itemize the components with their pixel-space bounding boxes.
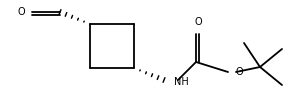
Text: O: O (18, 7, 25, 17)
Text: NH: NH (174, 77, 189, 87)
Text: O: O (235, 67, 243, 77)
Text: O: O (194, 17, 202, 27)
